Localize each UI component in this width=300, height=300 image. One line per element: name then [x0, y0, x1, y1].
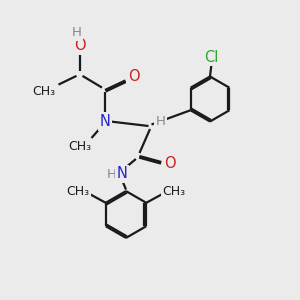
Text: Cl: Cl [204, 50, 219, 64]
Text: O: O [164, 156, 175, 171]
Text: O: O [128, 69, 139, 84]
Text: CH₃: CH₃ [68, 140, 91, 154]
Text: CH₃: CH₃ [66, 185, 89, 198]
Text: N: N [100, 114, 110, 129]
Text: N: N [117, 167, 128, 182]
Text: O: O [74, 38, 85, 53]
Text: H: H [107, 167, 117, 181]
Text: H: H [72, 26, 81, 40]
Text: CH₃: CH₃ [32, 85, 55, 98]
Text: H: H [156, 115, 165, 128]
Text: CH₃: CH₃ [163, 185, 186, 198]
